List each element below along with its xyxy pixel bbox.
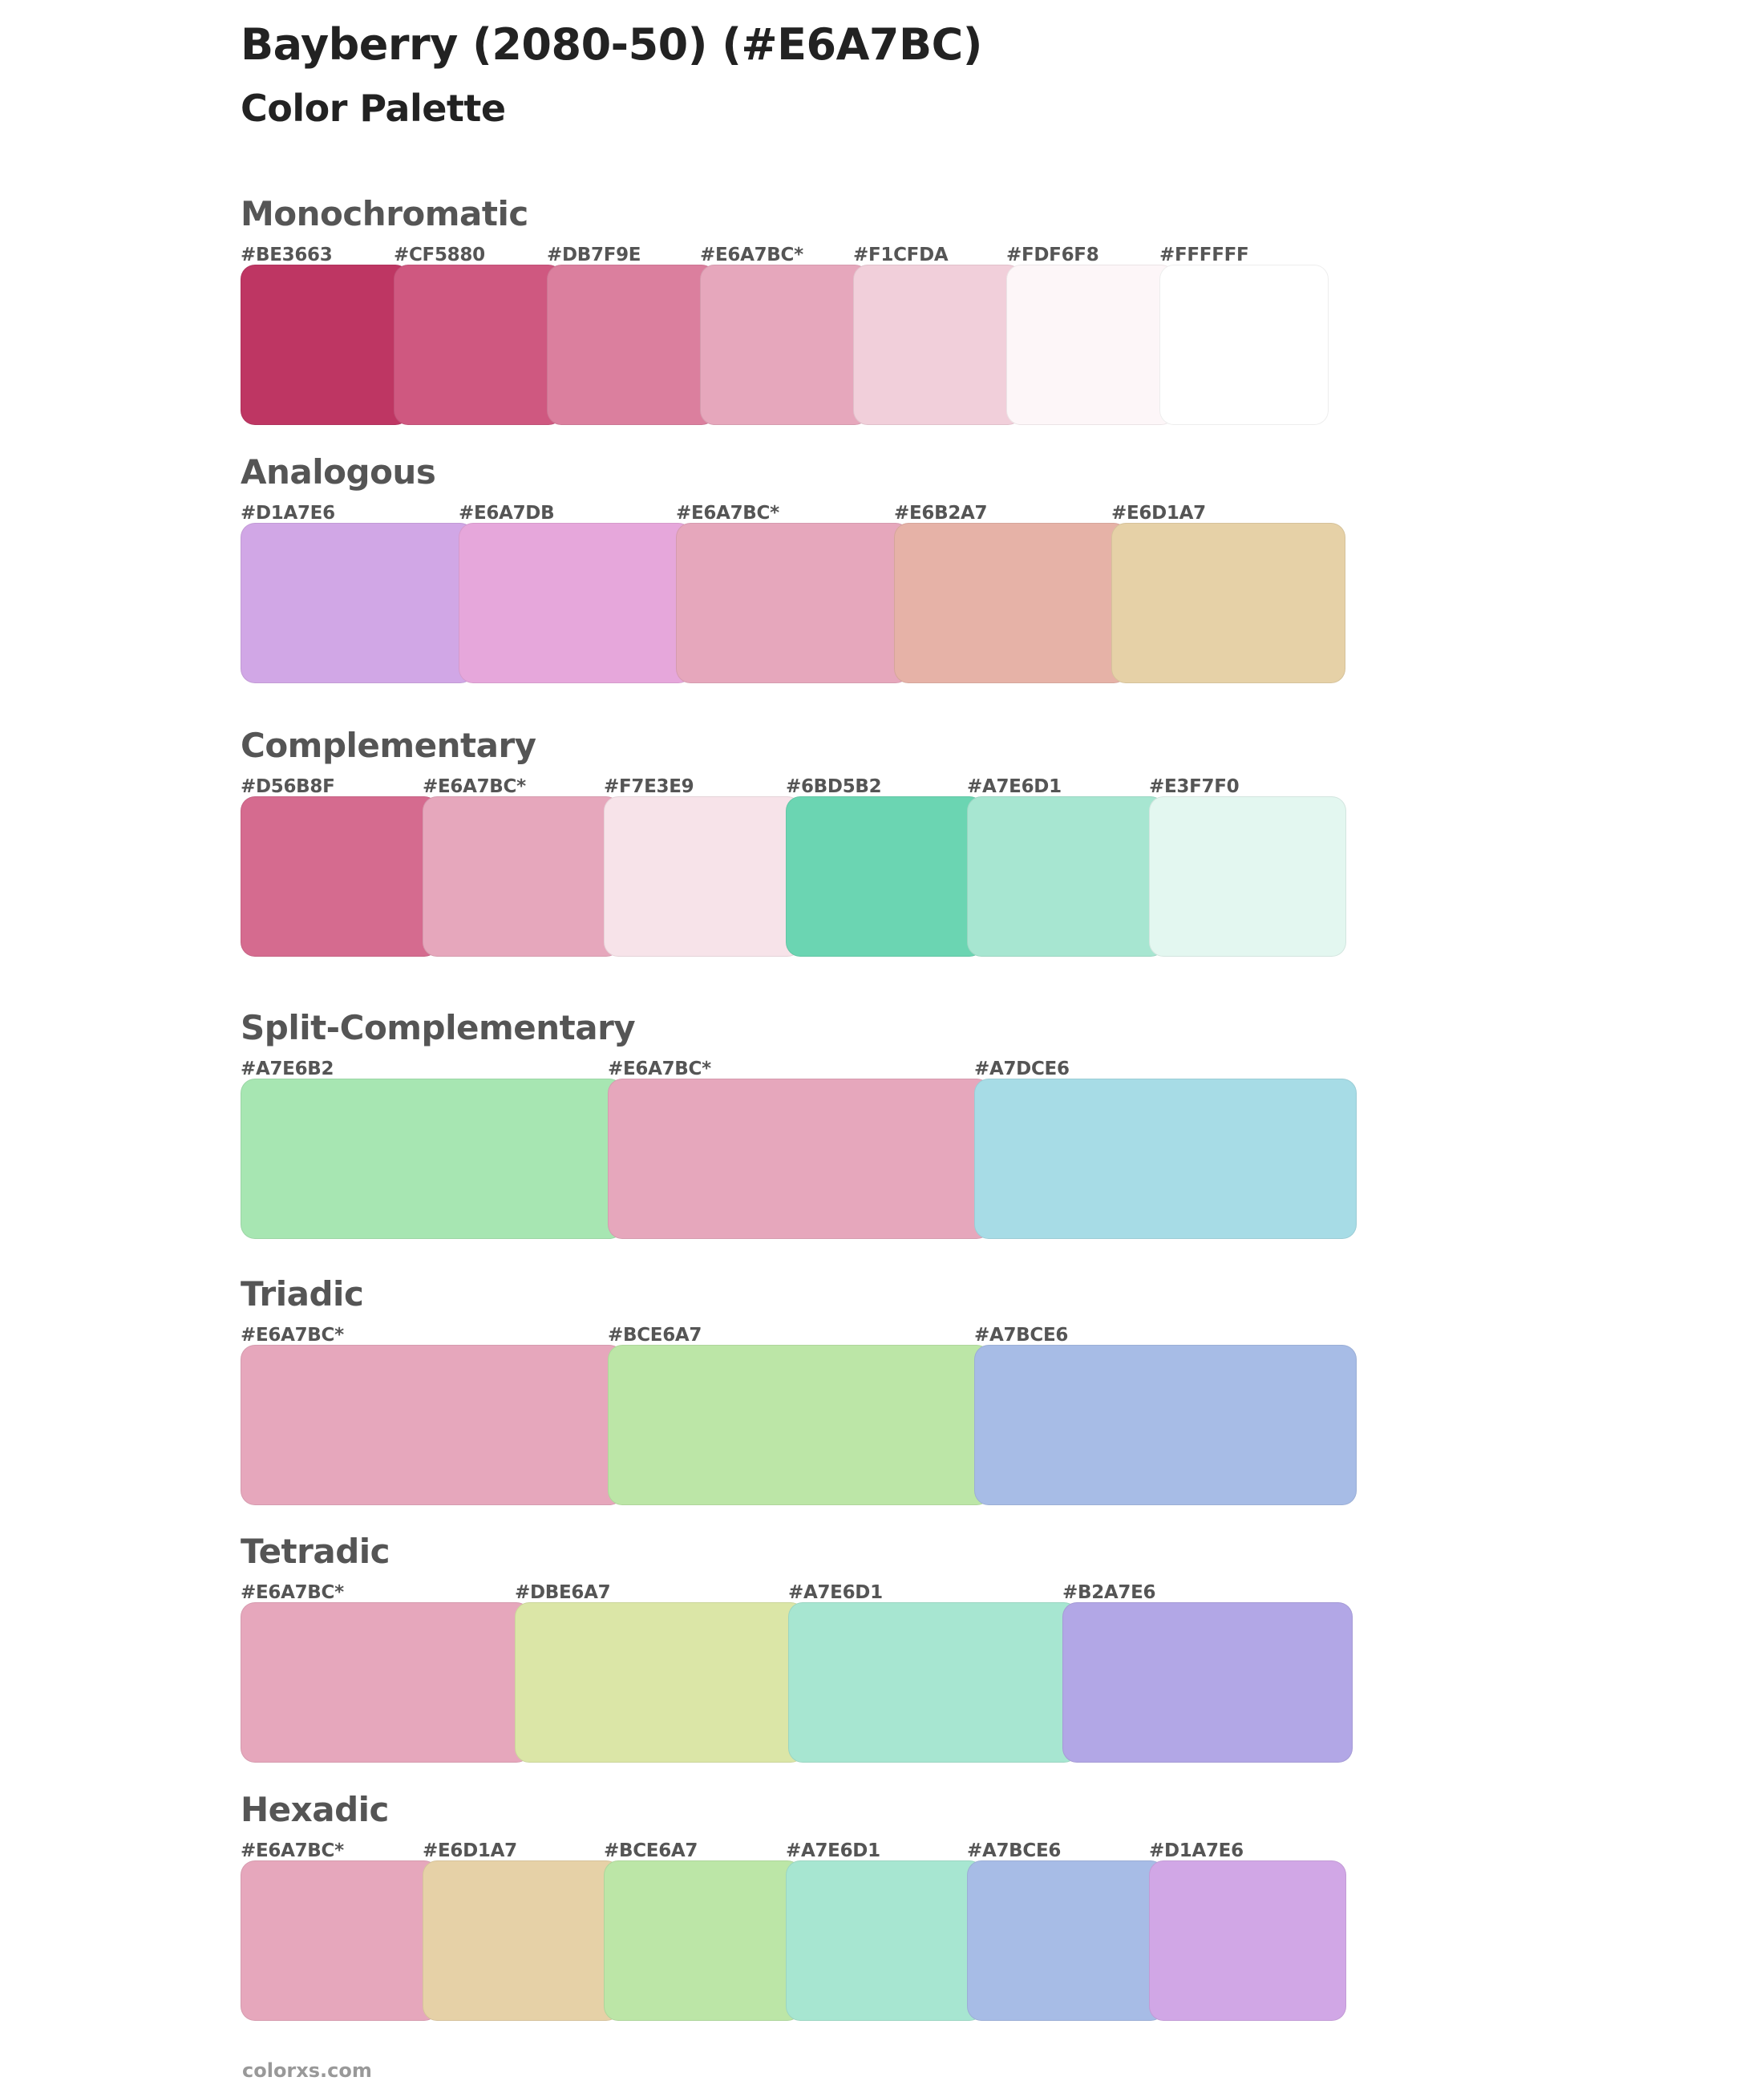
swatch-hex-label[interactable]: #BCE6A7 (608, 1325, 702, 1346)
color-swatch[interactable] (967, 796, 1165, 957)
swatch-hex-label[interactable]: #D1A7E6 (241, 503, 335, 524)
color-swatch[interactable] (241, 1345, 624, 1505)
color-swatch[interactable] (394, 265, 563, 425)
color-swatch[interactable] (1159, 265, 1329, 425)
color-swatch[interactable] (853, 265, 1022, 425)
color-swatch[interactable] (241, 796, 439, 957)
section-heading: Split-Complementary (241, 1008, 636, 1047)
swatch-labels: #A7E6B2 #E6A7BC* #A7DCE6 (241, 1058, 1363, 1082)
swatch-hex-label[interactable]: #E6A7BC* (608, 1059, 711, 1079)
swatch-hex-label[interactable]: #A7E6B2 (241, 1059, 334, 1079)
color-swatch[interactable] (459, 523, 693, 683)
swatch-row (241, 1079, 1363, 1239)
swatch-hex-label[interactable]: #BE3663 (241, 245, 333, 265)
color-swatch[interactable] (1006, 265, 1175, 425)
swatch-hex-label[interactable]: #E6A7BC* (241, 1325, 344, 1346)
color-swatch[interactable] (974, 1079, 1357, 1239)
color-swatch[interactable] (241, 523, 475, 683)
color-swatch[interactable] (788, 1602, 1078, 1763)
swatch-row (241, 796, 1363, 957)
swatch-hex-label[interactable]: #F7E3E9 (604, 776, 694, 797)
color-swatch[interactable] (894, 523, 1128, 683)
swatch-hex-label[interactable]: #F1CFDA (853, 245, 949, 265)
swatch-hex-label[interactable]: #E6D1A7 (1111, 503, 1206, 524)
swatch-hex-label[interactable]: #FFFFFF (1159, 245, 1249, 265)
section-heading: Tetradic (241, 1532, 390, 1571)
swatch-labels: #D56B8F #E6A7BC* #F7E3E9 #6BD5B2 #A7E6D1 #E3F… (241, 775, 1363, 800)
swatch-hex-label[interactable]: #E6A7BC* (423, 776, 526, 797)
swatch-labels: #BE3663 #CF5880 #DB7F9E #E6A7BC* #F1CFDA #FDF… (241, 244, 1363, 268)
page-subtitle: Color Palette (241, 87, 506, 130)
swatch-hex-label[interactable]: #6BD5B2 (786, 776, 882, 797)
color-swatch[interactable] (604, 796, 802, 957)
swatch-labels: #E6A7BC* #DBE6A7 #A7E6D1 #B2A7E6 (241, 1581, 1363, 1605)
swatch-labels: #D1A7E6 #E6A7DB #E6A7BC* #E6B2A7 #E6D1A7 (241, 502, 1363, 526)
section-heading: Triadic (241, 1274, 364, 1314)
swatch-hex-label[interactable]: #E6A7BC* (241, 1840, 344, 1861)
swatch-hex-label[interactable]: #B2A7E6 (1062, 1582, 1156, 1603)
color-swatch[interactable] (676, 523, 910, 683)
color-swatch[interactable] (604, 1860, 802, 2021)
swatch-hex-label[interactable]: #CF5880 (394, 245, 485, 265)
color-swatch[interactable] (967, 1860, 1165, 2021)
swatch-hex-label[interactable]: #A7E6D1 (788, 1582, 883, 1603)
swatch-hex-label[interactable]: #E3F7F0 (1149, 776, 1240, 797)
color-swatch[interactable] (423, 796, 621, 957)
swatch-hex-label[interactable]: #A7BCE6 (967, 1840, 1062, 1861)
color-swatch[interactable] (700, 265, 869, 425)
color-swatch[interactable] (547, 265, 716, 425)
section-heading: Monochromatic (241, 194, 528, 233)
swatch-hex-label[interactable]: #E6A7BC* (676, 503, 779, 524)
swatch-hex-label[interactable]: #A7BCE6 (974, 1325, 1069, 1346)
swatch-hex-label[interactable]: #D1A7E6 (1149, 1840, 1244, 1861)
color-swatch[interactable] (608, 1079, 991, 1239)
color-swatch[interactable] (423, 1860, 621, 2021)
swatch-hex-label[interactable]: #E6A7BC* (241, 1582, 344, 1603)
swatch-hex-label[interactable]: #BCE6A7 (604, 1840, 698, 1861)
color-swatch[interactable] (786, 1860, 984, 2021)
section-heading: Complementary (241, 726, 536, 765)
color-swatch[interactable] (241, 1079, 624, 1239)
color-swatch[interactable] (241, 1602, 531, 1763)
color-swatch[interactable] (608, 1345, 991, 1505)
swatch-labels: #E6A7BC* #E6D1A7 #BCE6A7 #A7E6D1 #A7BCE6 #D1A… (241, 1840, 1363, 1864)
color-swatch[interactable] (786, 796, 984, 957)
color-swatch[interactable] (1062, 1602, 1353, 1763)
color-swatch[interactable] (1149, 796, 1346, 957)
swatch-hex-label[interactable]: #A7DCE6 (974, 1059, 1070, 1079)
swatch-hex-label[interactable]: #E6D1A7 (423, 1840, 517, 1861)
swatch-hex-label[interactable]: #E6B2A7 (894, 503, 988, 524)
swatch-hex-label[interactable]: #DB7F9E (547, 245, 641, 265)
swatch-hex-label[interactable]: #DBE6A7 (515, 1582, 611, 1603)
swatch-row (241, 1860, 1363, 2021)
swatch-hex-label[interactable]: #E6A7DB (459, 503, 555, 524)
color-swatch[interactable] (241, 265, 410, 425)
color-swatch[interactable] (515, 1602, 805, 1763)
page-title: Bayberry (2080-50) (#E6A7BC) (241, 19, 982, 70)
swatch-hex-label[interactable]: #FDF6F8 (1006, 245, 1099, 265)
swatch-hex-label[interactable]: #A7E6D1 (967, 776, 1062, 797)
color-swatch[interactable] (974, 1345, 1357, 1505)
swatch-labels: #E6A7BC* #BCE6A7 #A7BCE6 (241, 1324, 1363, 1348)
footer-site-link[interactable]: colorxs.com (242, 2059, 372, 2082)
color-swatch[interactable] (1111, 523, 1345, 683)
swatch-hex-label[interactable]: #E6A7BC* (700, 245, 803, 265)
swatch-row (241, 523, 1363, 683)
swatch-hex-label[interactable]: #A7E6D1 (786, 1840, 880, 1861)
section-heading: Hexadic (241, 1790, 389, 1829)
swatch-row (241, 265, 1363, 425)
color-swatch[interactable] (1149, 1860, 1346, 2021)
section-heading: Analogous (241, 452, 436, 492)
swatch-row (241, 1602, 1363, 1763)
swatch-hex-label[interactable]: #D56B8F (241, 776, 335, 797)
swatch-row (241, 1345, 1363, 1505)
color-swatch[interactable] (241, 1860, 439, 2021)
